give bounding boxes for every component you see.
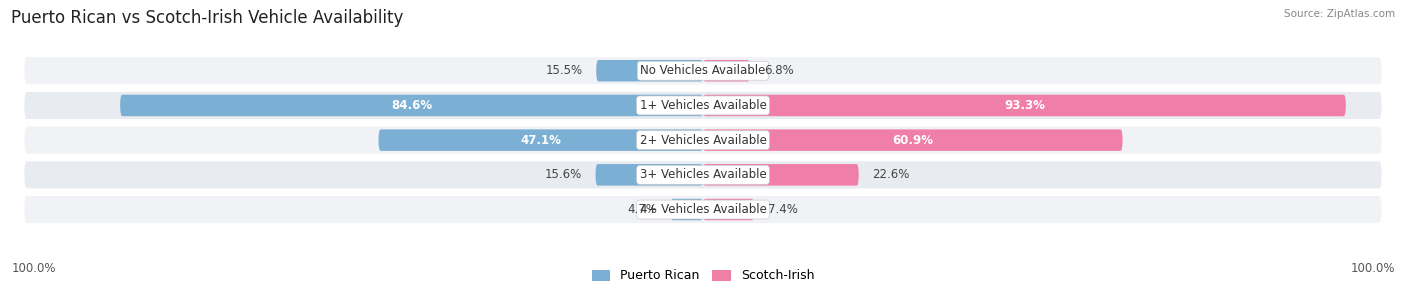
FancyBboxPatch shape: [703, 129, 1122, 151]
Text: 15.5%: 15.5%: [546, 64, 582, 77]
Text: 100.0%: 100.0%: [11, 262, 56, 275]
FancyBboxPatch shape: [120, 95, 703, 116]
Text: 15.6%: 15.6%: [544, 168, 582, 181]
FancyBboxPatch shape: [596, 60, 703, 82]
Text: Puerto Rican vs Scotch-Irish Vehicle Availability: Puerto Rican vs Scotch-Irish Vehicle Ava…: [11, 9, 404, 27]
FancyBboxPatch shape: [703, 60, 749, 82]
FancyBboxPatch shape: [703, 95, 1346, 116]
Text: No Vehicles Available: No Vehicles Available: [640, 64, 766, 77]
Text: 4.7%: 4.7%: [627, 203, 657, 216]
Text: 84.6%: 84.6%: [391, 99, 432, 112]
FancyBboxPatch shape: [378, 129, 703, 151]
Text: 7.4%: 7.4%: [768, 203, 797, 216]
Text: 4+ Vehicles Available: 4+ Vehicles Available: [640, 203, 766, 216]
Text: 100.0%: 100.0%: [1350, 262, 1395, 275]
Text: 1+ Vehicles Available: 1+ Vehicles Available: [640, 99, 766, 112]
Text: 60.9%: 60.9%: [893, 134, 934, 147]
Text: 47.1%: 47.1%: [520, 134, 561, 147]
Text: 93.3%: 93.3%: [1004, 99, 1045, 112]
FancyBboxPatch shape: [703, 199, 754, 220]
FancyBboxPatch shape: [703, 164, 859, 186]
Text: Source: ZipAtlas.com: Source: ZipAtlas.com: [1284, 9, 1395, 19]
FancyBboxPatch shape: [24, 127, 1382, 154]
Text: 2+ Vehicles Available: 2+ Vehicles Available: [640, 134, 766, 147]
FancyBboxPatch shape: [596, 164, 703, 186]
FancyBboxPatch shape: [671, 199, 703, 220]
FancyBboxPatch shape: [24, 92, 1382, 119]
FancyBboxPatch shape: [24, 196, 1382, 223]
Text: 6.8%: 6.8%: [763, 64, 793, 77]
FancyBboxPatch shape: [24, 161, 1382, 188]
Text: 3+ Vehicles Available: 3+ Vehicles Available: [640, 168, 766, 181]
FancyBboxPatch shape: [24, 57, 1382, 84]
Text: 22.6%: 22.6%: [873, 168, 910, 181]
Legend: Puerto Rican, Scotch-Irish: Puerto Rican, Scotch-Irish: [589, 267, 817, 285]
